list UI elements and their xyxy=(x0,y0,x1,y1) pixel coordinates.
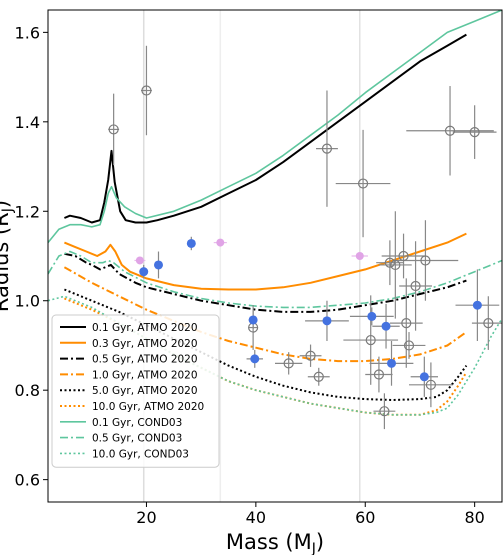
open-point xyxy=(313,371,324,382)
y-axis-label-close: ) xyxy=(0,200,13,208)
x-tick-label: 20 xyxy=(136,508,156,527)
open-point xyxy=(483,317,494,329)
pink-point xyxy=(216,238,225,247)
pink-point xyxy=(355,252,364,260)
y-axis-label-sub: J xyxy=(0,208,16,213)
legend-box xyxy=(51,314,220,468)
x-tick-label: 40 xyxy=(246,508,266,527)
data-points xyxy=(108,85,494,417)
open-point xyxy=(420,255,431,266)
open-point xyxy=(365,334,376,346)
open-point xyxy=(398,250,409,262)
series-line xyxy=(48,10,502,244)
open-point xyxy=(403,340,415,351)
legend-label: 10.0 Gyr, ATMO 2020 xyxy=(92,401,204,413)
filled-point xyxy=(472,300,482,310)
pink-point xyxy=(135,256,144,265)
open-point xyxy=(141,85,152,96)
x-axis-label-sub: J xyxy=(311,541,316,555)
filled-point xyxy=(248,315,258,325)
filled-point xyxy=(367,311,377,321)
open-point xyxy=(384,257,395,268)
open-point xyxy=(390,259,401,271)
y-tick-label: 0.8 xyxy=(15,381,40,400)
filled-point xyxy=(139,267,149,277)
open-point xyxy=(305,350,316,361)
filled-point xyxy=(186,238,196,248)
filled-point xyxy=(419,372,429,382)
legend-label: 0.5 Gyr, COND03 xyxy=(92,433,182,445)
series-line xyxy=(48,250,502,309)
open-point xyxy=(321,143,333,154)
open-point xyxy=(444,125,456,136)
filled-point xyxy=(381,321,391,331)
series-line xyxy=(64,288,468,401)
open-point xyxy=(410,280,421,292)
x-tick-label: 60 xyxy=(355,508,375,527)
legend-label: 1.0 Gyr, ATMO 2020 xyxy=(92,369,198,381)
y-axis-label: Radius (RJ) xyxy=(0,200,16,312)
y-axis-label-main: Radius (R xyxy=(0,212,13,312)
x-axis-label: Mass (MJ) xyxy=(226,530,324,555)
series-line xyxy=(64,33,467,224)
x-tick-label: 80 xyxy=(464,508,484,527)
y-tick-label: 1.2 xyxy=(15,202,40,221)
plot-frame xyxy=(47,9,503,503)
legend-label: 5.0 Gyr, ATMO 2020 xyxy=(92,385,198,397)
open-point xyxy=(108,124,119,135)
open-point xyxy=(401,317,412,329)
series-line xyxy=(48,295,502,416)
legend-label: 0.3 Gyr, ATMO 2020 xyxy=(92,338,198,350)
filled-point xyxy=(153,260,163,270)
filled-point xyxy=(322,316,332,326)
open-point xyxy=(373,369,385,380)
y-tick-label: 1.0 xyxy=(15,292,40,311)
x-axis-label-close: ) xyxy=(316,530,324,554)
open-point xyxy=(379,406,390,417)
axis-ticks: 20 40 60 80 0.6 0.8 1.0 1.2 1.4 1.6 xyxy=(15,23,485,527)
legend-label: 0.1 Gyr, ATMO 2020 xyxy=(92,322,198,334)
x-axis-label-main: Mass (M xyxy=(226,530,312,554)
y-tick-label: 1.4 xyxy=(15,113,40,132)
filled-point xyxy=(250,354,260,364)
legend-label: 0.1 Gyr, COND03 xyxy=(92,417,182,429)
legend: 0.1 Gyr, ATMO 2020 0.3 Gyr, ATMO 2020 0.5 … xyxy=(51,314,220,468)
legend-label: 0.5 Gyr, ATMO 2020 xyxy=(92,354,198,366)
open-point xyxy=(283,358,294,369)
open-point xyxy=(469,127,480,138)
series-line xyxy=(64,252,467,313)
y-tick-label: 0.6 xyxy=(15,471,40,490)
y-tick-label: 1.6 xyxy=(15,23,40,42)
legend-label: 10.0 Gyr, COND03 xyxy=(92,448,189,460)
filled-point xyxy=(387,358,397,368)
open-point xyxy=(425,379,436,390)
open-point xyxy=(357,178,369,189)
